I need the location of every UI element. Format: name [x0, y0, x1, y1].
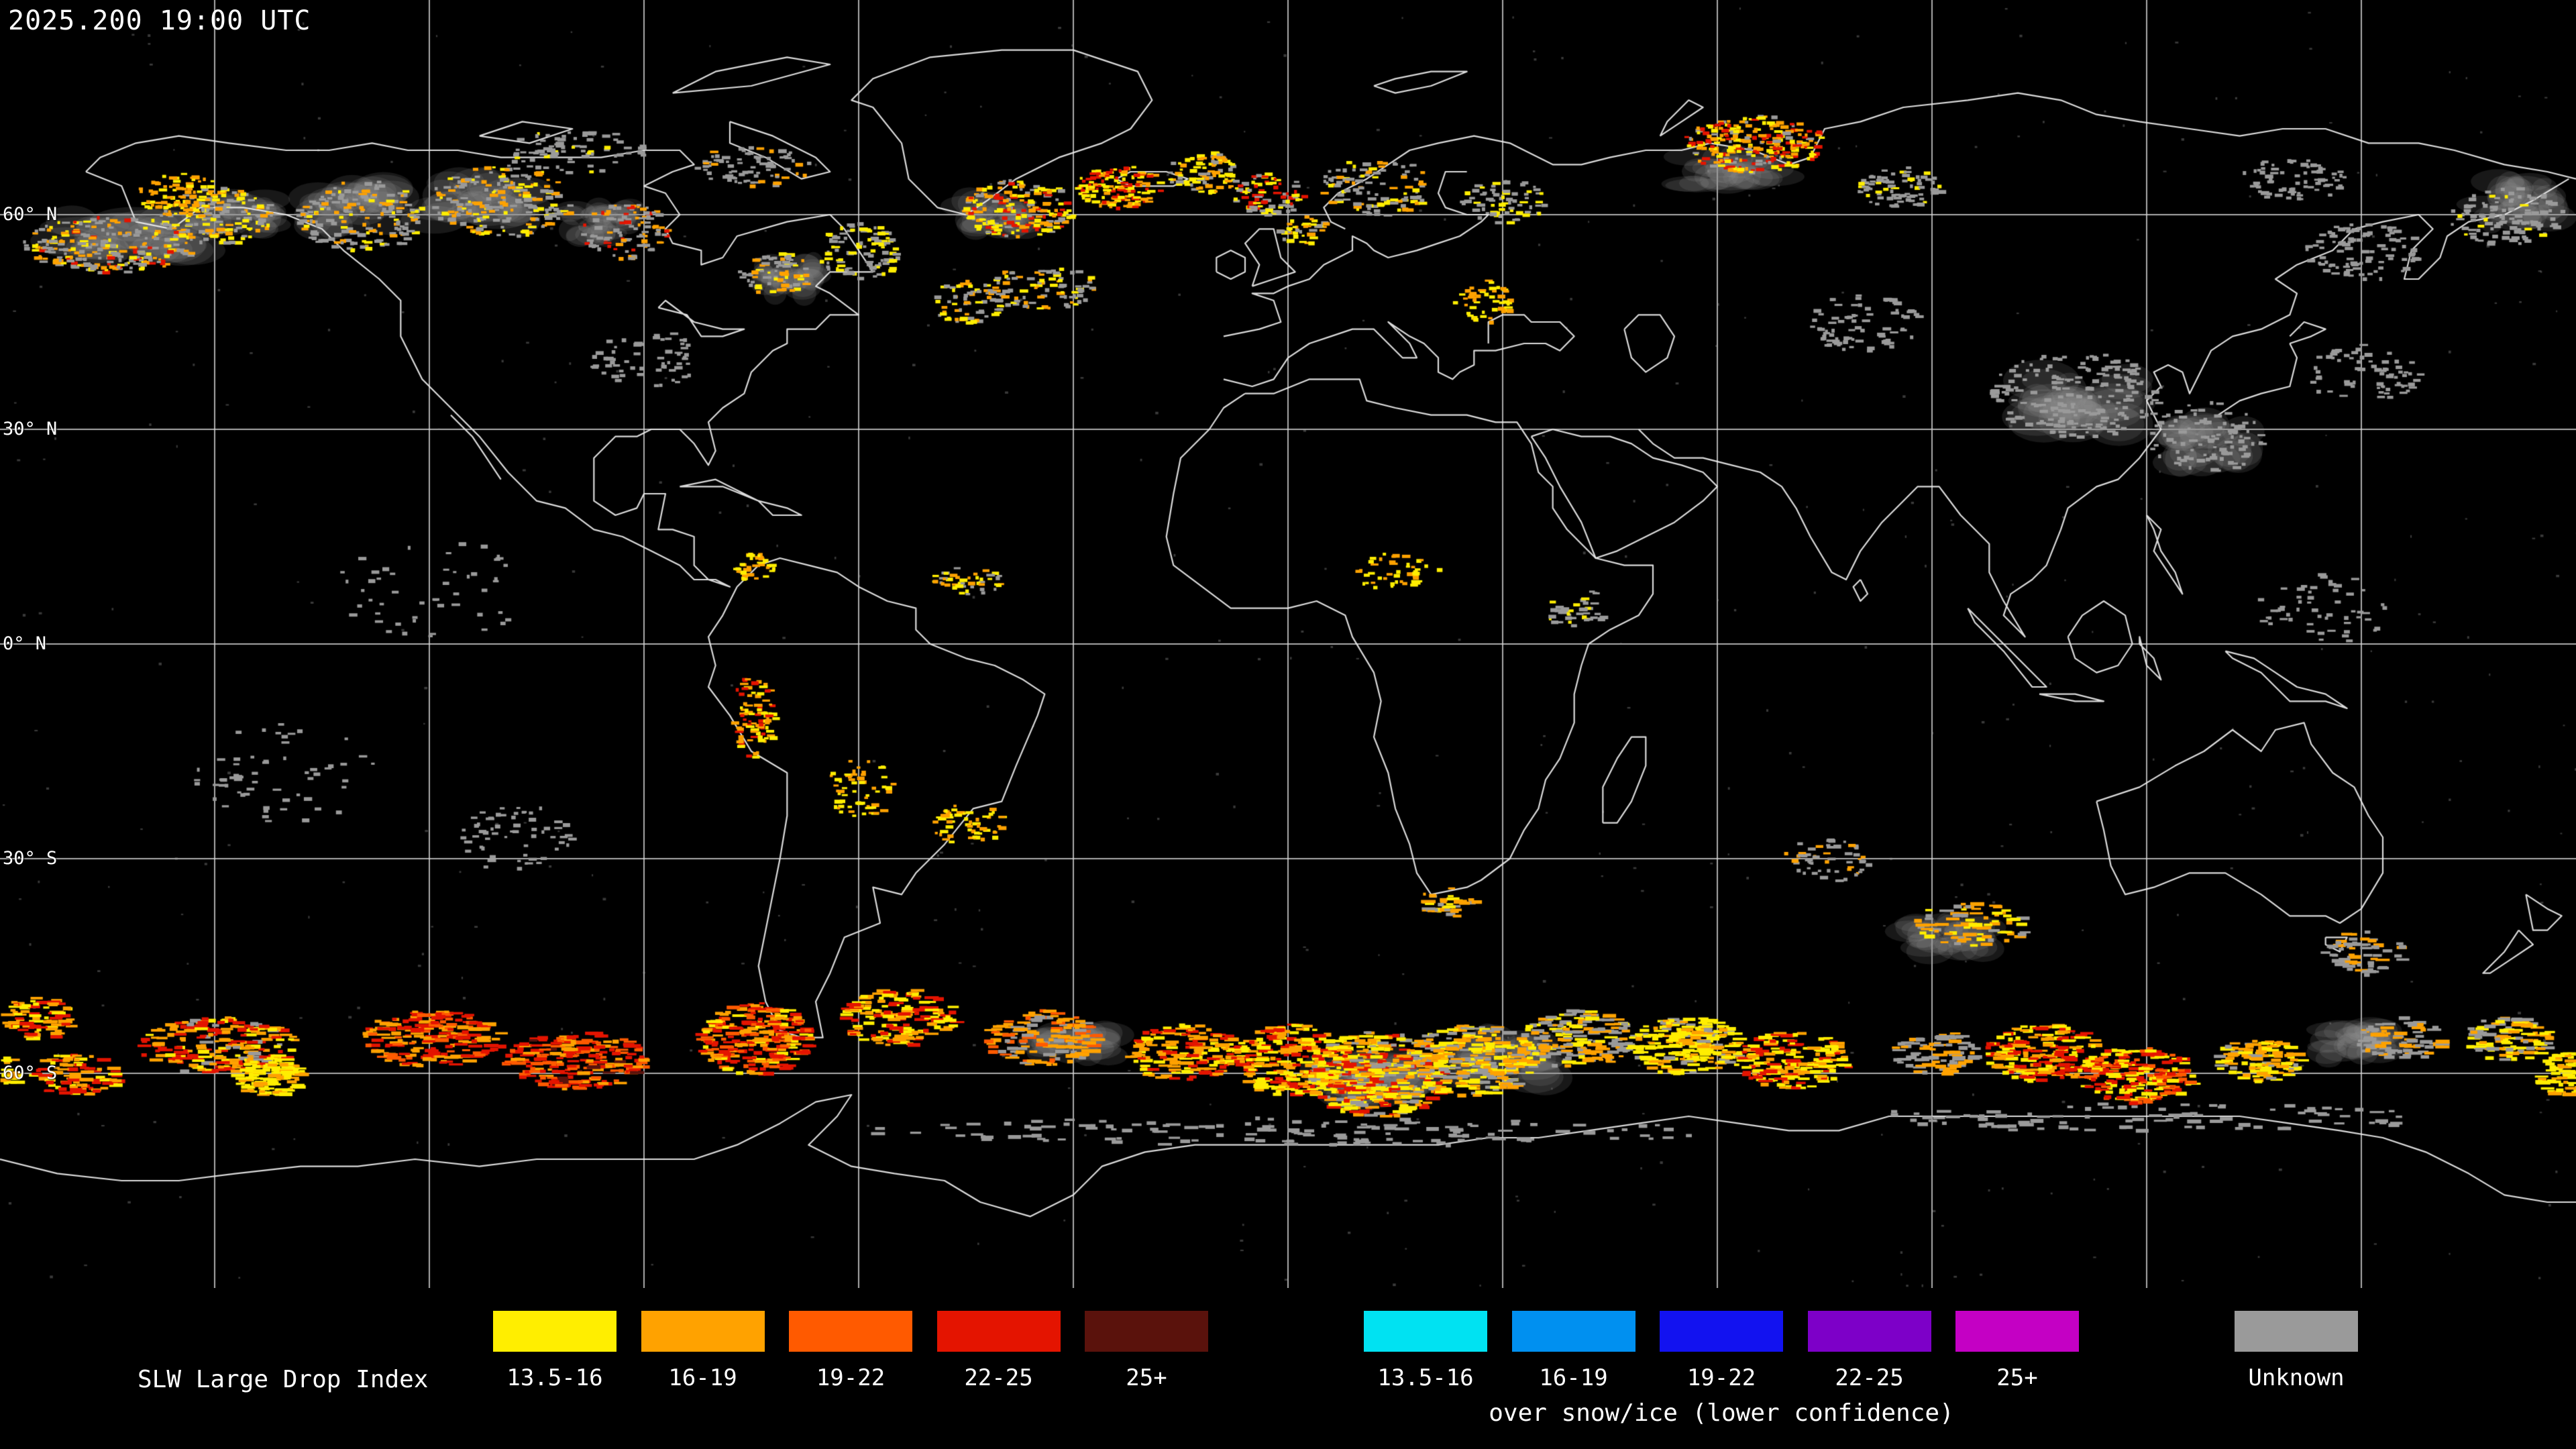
swatch-label-primary-1: 16-19 — [668, 1364, 737, 1391]
legend-cell-snowice-0: 13.5-16 — [1364, 1311, 1487, 1411]
color-swatch-snowice-0 — [1364, 1311, 1487, 1352]
color-swatch-primary-3 — [936, 1311, 1061, 1352]
swatch-label-snowice-0: 13.5-16 — [1377, 1364, 1474, 1391]
legend-cell-snowice-3: 22-25 — [1807, 1311, 1931, 1411]
color-swatch-snowice-4 — [1955, 1311, 2079, 1352]
color-swatch-primary-1 — [641, 1311, 765, 1352]
swatch-label-snowice-3: 22-25 — [1835, 1364, 1904, 1391]
timestamp: 2025.200 19:00 UTC — [8, 5, 311, 36]
legend-title: SLW Large Drop Index — [138, 1366, 429, 1393]
swatch-label-primary-2: 19-22 — [816, 1364, 885, 1391]
color-swatch-snowice-3 — [1807, 1311, 1931, 1352]
color-swatch-primary-2 — [789, 1311, 912, 1352]
legend-cell-primary-4: 25+ — [1085, 1311, 1208, 1411]
swatch-label-primary-4: 25+ — [1126, 1364, 1167, 1391]
swatch-label-snowice-4: 25+ — [1996, 1364, 2038, 1391]
swatch-label-snowice-2: 19-22 — [1686, 1364, 1756, 1391]
legend-cell-primary-3: 22-25 — [936, 1311, 1061, 1411]
legend-cell-primary-2: 19-22 — [789, 1311, 912, 1411]
color-swatch-primary-4 — [1085, 1311, 1208, 1352]
color-swatch-snowice-2 — [1660, 1311, 1783, 1352]
swatch-label-unknown: Unknown — [2248, 1364, 2345, 1391]
legend-bar: SLW Large Drop Index over snow/ice (lowe… — [0, 1288, 2576, 1449]
legend-snowice-caption: over snow/ice (lower confidence) — [1489, 1399, 1954, 1427]
swatch-label-primary-0: 13.5-16 — [506, 1364, 603, 1391]
legend-cell-snowice-2: 19-22 — [1660, 1311, 1783, 1411]
color-swatch-unknown — [2235, 1311, 2358, 1352]
legend-cell-snowice-4: 25+ — [1955, 1311, 2079, 1411]
swatch-label-snowice-1: 16-19 — [1539, 1364, 1608, 1391]
world-map-canvas — [0, 0, 2576, 1288]
legend-cell-primary-1: 16-19 — [641, 1311, 765, 1411]
color-swatch-primary-0 — [493, 1311, 616, 1352]
legend-cell-snowice-1: 16-19 — [1511, 1311, 1635, 1411]
swatch-label-primary-3: 22-25 — [964, 1364, 1033, 1391]
color-swatch-snowice-1 — [1511, 1311, 1635, 1352]
legend-cell-primary-0: 13.5-16 — [493, 1311, 616, 1411]
legend-cell-unknown: Unknown — [2235, 1311, 2358, 1411]
